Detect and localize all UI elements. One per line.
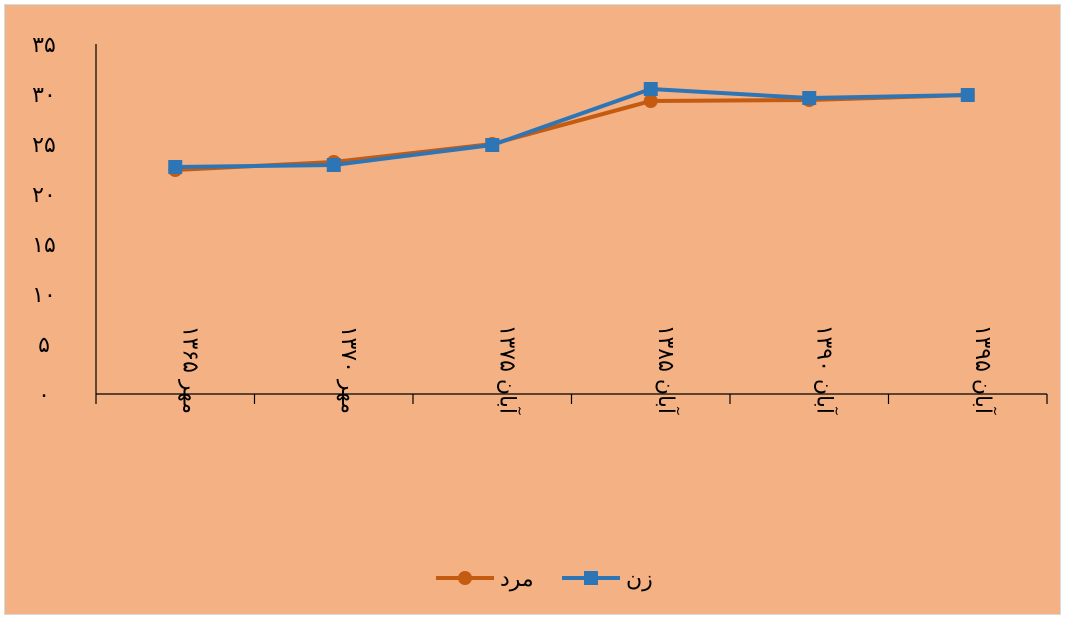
chart-area (4, 4, 1061, 615)
legend-label: زن (626, 567, 653, 592)
x-tick-label: آبان ۱۳۹۵ (970, 325, 997, 415)
data-point-marker (643, 94, 658, 108)
legend-swatch-marker (458, 571, 472, 585)
x-tick-label: مهر ۱۳۷۰ (336, 326, 361, 414)
data-point-marker (643, 82, 658, 96)
axes (95, 44, 1048, 404)
y-tick-label: ۰ (38, 383, 50, 408)
legend-swatch-marker (584, 571, 598, 585)
y-tick-label: ۱۵ (32, 233, 56, 258)
data-point-marker (960, 88, 975, 102)
x-tick-label: آبان ۱۳۹۰ (811, 325, 838, 415)
x-tick-label: آبان ۱۳۷۵ (494, 325, 521, 415)
y-tick-label: ۳۰ (32, 83, 56, 108)
data-point-marker (326, 158, 341, 172)
data-point-marker (802, 91, 817, 105)
legend: زن مرد (436, 567, 653, 592)
data-point-marker (168, 160, 183, 174)
x-tick-label: آبان ۱۳۸۵ (653, 325, 680, 415)
y-tick-label: ۳۵ (32, 33, 56, 58)
series-line-1 (175, 87, 968, 169)
y-tick-label: ۵ (38, 333, 50, 358)
x-tick-labels: مهر ۱۳۶۵ مهر ۱۳۷۰ آبان ۱۳۷۵ آبان ۱۳۸۵ آبان ۱… (177, 325, 997, 415)
legend-label: مرد (500, 567, 534, 592)
data-point-marker (485, 138, 500, 152)
y-tick-label: ۲۰ (32, 183, 56, 208)
x-tick-label: مهر ۱۳۶۵ (177, 326, 202, 414)
y-tick-labels: ۰ ۵ ۱۰ ۱۵ ۲۰ ۲۵ ۳۰ ۳۵ (32, 33, 56, 408)
y-tick-label: ۲۵ (32, 133, 56, 158)
y-tick-label: ۱۰ (32, 283, 56, 308)
series-group (168, 82, 975, 177)
series-line-0 (175, 93, 968, 172)
